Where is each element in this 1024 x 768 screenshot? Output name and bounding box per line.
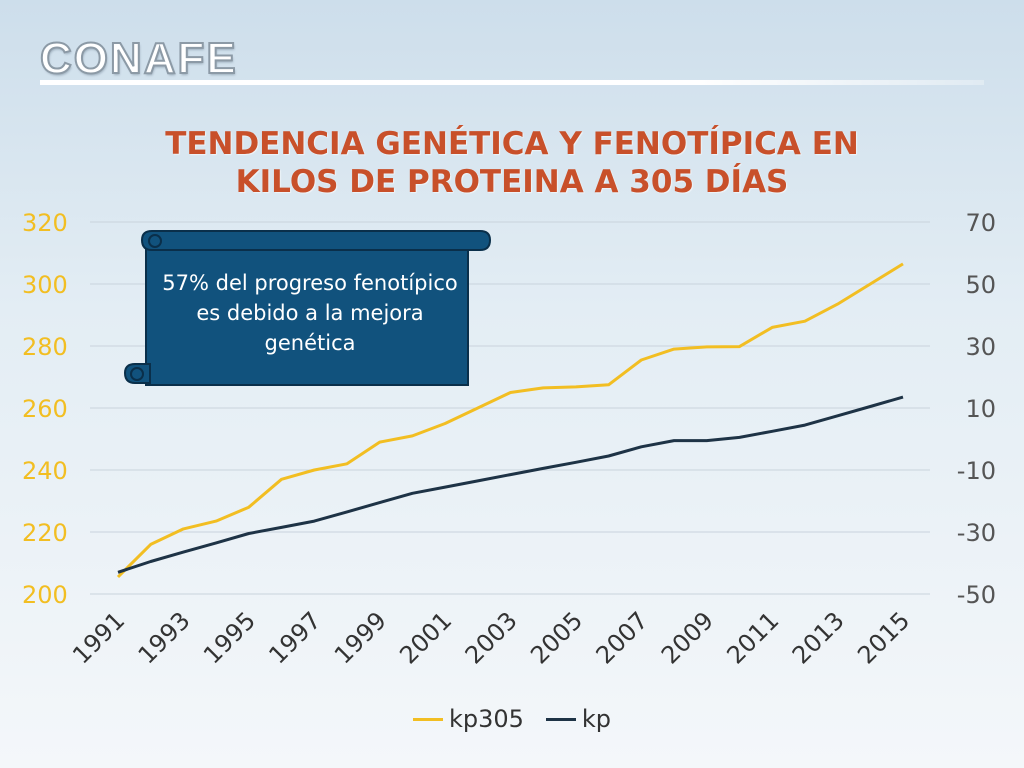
left-axis-tick-label: 240 <box>22 457 68 485</box>
series-line-kp305 <box>116 262 904 579</box>
legend-item-kp305: kp305 <box>412 705 524 733</box>
x-axis-ticks: 1991 1993 1995 1997 1999 2001 2003 2005 2007 2009… <box>67 606 915 669</box>
x-axis-tick-label: 2007 <box>591 606 654 669</box>
scroll-callout <box>123 230 492 386</box>
legend-item-kp: kp <box>545 705 612 733</box>
callout-text: 57% del progreso fenotípico es debido a … <box>162 271 458 355</box>
x-axis-tick-label: 2013 <box>787 606 850 669</box>
left-axis-tick-label: 300 <box>22 271 68 299</box>
logo-underline <box>40 80 984 85</box>
right-axis-tick-label: 10 <box>965 395 996 423</box>
x-axis-tick-label: 1991 <box>67 606 130 669</box>
x-axis-tick-label: 1999 <box>329 606 392 669</box>
x-axis-tick-label: 1993 <box>133 606 196 669</box>
left-axis-tick-label: 200 <box>22 581 68 609</box>
conafe-logo: CONAFE <box>39 33 238 84</box>
legend-swatch-kp <box>545 717 576 721</box>
x-axis-tick-label: 1997 <box>264 606 327 669</box>
x-axis-tick-label: 2001 <box>394 606 457 669</box>
left-axis-tick-label: 260 <box>22 395 68 423</box>
left-axis-ticks: 320 300 280 260 240 220 200 <box>22 209 68 609</box>
left-axis-tick-label: 320 <box>22 209 68 237</box>
legend-swatch-kp305 <box>412 717 443 721</box>
right-axis-tick-label: 50 <box>965 271 996 299</box>
chart-title-line-1: TENDENCIA GENÉTICA Y FENOTÍPICA EN <box>165 126 859 162</box>
scroll-bottom-roll <box>123 363 151 384</box>
x-axis-tick-label: 2009 <box>656 606 719 669</box>
scroll-bottom-curl <box>130 367 144 381</box>
x-axis-tick-label: 1995 <box>198 606 261 669</box>
x-axis-tick-label: 2011 <box>721 606 784 669</box>
right-axis-tick-label: -30 <box>957 519 996 547</box>
x-axis-tick-label: 2015 <box>852 606 915 669</box>
chart-title: TENDENCIA GENÉTICA Y FENOTÍPICA EN KILOS… <box>40 125 984 201</box>
series-line-kp <box>117 395 904 574</box>
legend-label-kp305: kp305 <box>448 705 524 733</box>
scroll-top-roll <box>140 230 492 251</box>
right-axis-tick-label: -50 <box>957 581 996 609</box>
right-axis-ticks: 70 50 30 10 -10 -30 -50 <box>957 209 996 609</box>
x-axis-tick-label: 2003 <box>460 606 523 669</box>
gridlines <box>90 221 930 595</box>
legend-label-kp: kp <box>581 705 612 733</box>
right-axis-tick-label: 70 <box>965 209 996 237</box>
chart-title-line-2: KILOS DE PROTEINA A 305 DÍAS <box>235 164 789 200</box>
left-axis-tick-label: 220 <box>22 519 68 547</box>
series-lines <box>116 262 904 579</box>
left-axis-tick-label: 280 <box>22 333 68 361</box>
scroll-top-curl <box>148 234 162 248</box>
right-axis-tick-label: 30 <box>965 333 996 361</box>
right-axis-tick-label: -10 <box>957 457 996 485</box>
legend: kp305 kp <box>0 705 1024 733</box>
x-axis-tick-label: 2005 <box>525 606 588 669</box>
